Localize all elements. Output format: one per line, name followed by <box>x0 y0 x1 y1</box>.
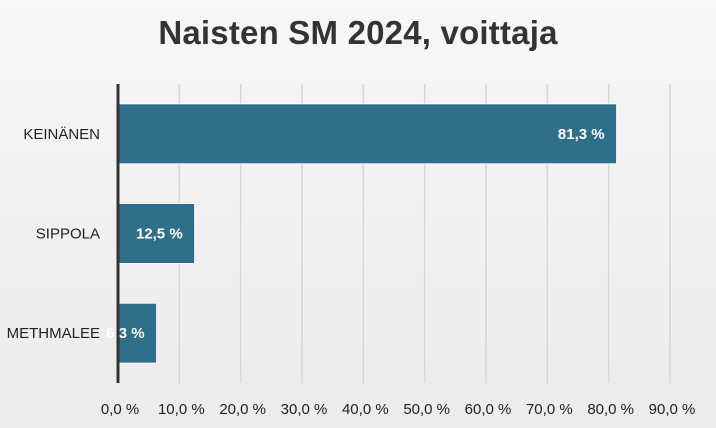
chart-title: Naisten SM 2024, voittaja <box>158 14 558 51</box>
category-label: SIPPOLA <box>36 226 100 243</box>
x-tick-label: 20,0 % <box>219 401 266 418</box>
x-tick-label: 70,0 % <box>526 401 573 418</box>
data-label: 6,3 % <box>106 325 144 342</box>
x-tick-label: 80,0 % <box>587 401 634 418</box>
bar <box>117 103 618 165</box>
x-tick-label: 30,0 % <box>281 401 328 418</box>
x-tick-label: 90,0 % <box>649 401 696 418</box>
category-label: KEINÄNEN <box>23 126 100 143</box>
bar <box>117 203 196 264</box>
data-label: 81,3 % <box>558 126 605 143</box>
x-tick-label: 60,0 % <box>465 401 512 418</box>
bar <box>117 302 158 364</box>
x-tick-label: 50,0 % <box>403 401 450 418</box>
data-label: 12,5 % <box>136 226 183 243</box>
x-tick-label: 40,0 % <box>342 401 389 418</box>
x-tick-label: 0,0 % <box>101 401 139 418</box>
x-tick-label: 10,0 % <box>158 401 205 418</box>
category-label: METHMALEE <box>7 325 100 342</box>
